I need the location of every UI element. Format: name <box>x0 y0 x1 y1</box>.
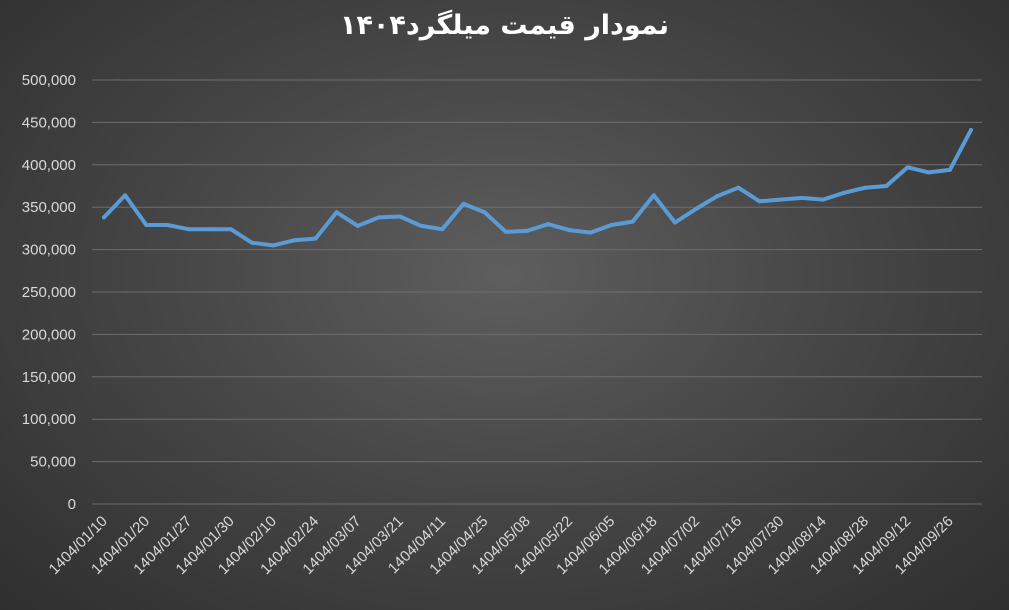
data-point <box>482 210 487 215</box>
data-point <box>228 227 233 232</box>
data-point <box>524 228 529 233</box>
data-point <box>757 199 762 204</box>
series-line <box>102 128 973 248</box>
data-point <box>863 185 868 190</box>
y-tick-label: 450,000 <box>22 114 76 131</box>
x-axis-ticks: 1404/01/101404/01/201404/01/271404/01/30… <box>46 513 957 578</box>
data-point <box>271 243 276 248</box>
y-tick-label: 350,000 <box>22 199 76 216</box>
data-point <box>567 228 572 233</box>
y-tick-label: 150,000 <box>22 369 76 386</box>
data-point <box>144 223 149 228</box>
data-point <box>123 193 128 198</box>
y-tick-label: 400,000 <box>22 157 76 174</box>
data-point <box>419 223 424 228</box>
series-layer <box>102 128 973 248</box>
y-tick-label: 100,000 <box>22 411 76 428</box>
data-point <box>355 223 360 228</box>
data-point <box>842 190 847 195</box>
data-point <box>102 215 106 220</box>
y-tick-label: 300,000 <box>22 242 76 259</box>
y-tick-label: 50,000 <box>30 454 76 471</box>
y-tick-label: 0 <box>68 496 76 513</box>
y-tick-label: 250,000 <box>22 284 76 301</box>
data-point <box>588 230 593 235</box>
data-point <box>207 227 212 232</box>
y-axis-ticks: 0 50,000 100,000 150,000 200,000 250,000 300,0… <box>22 72 76 513</box>
data-point <box>820 197 825 202</box>
data-point <box>546 222 551 227</box>
data-point <box>398 214 403 219</box>
data-point <box>250 240 255 245</box>
data-point <box>186 227 191 232</box>
data-point <box>799 195 804 200</box>
data-point <box>947 167 952 172</box>
chart-title: نمودار قیمت میلگرد۱۴۰۴ <box>339 10 670 41</box>
data-point <box>440 227 445 232</box>
y-tick-label: 500,000 <box>22 72 76 89</box>
data-point <box>715 194 720 199</box>
data-point <box>461 201 466 206</box>
y-tick-label: 200,000 <box>22 326 76 343</box>
data-point <box>905 165 910 170</box>
data-point <box>503 229 508 234</box>
data-point <box>313 236 318 241</box>
gridlines <box>92 79 982 505</box>
data-point <box>969 128 973 133</box>
data-point <box>334 210 339 215</box>
data-point <box>165 223 170 228</box>
data-point <box>736 185 741 190</box>
data-point <box>672 220 677 225</box>
data-point <box>376 215 381 220</box>
data-point <box>292 238 297 243</box>
data-point <box>778 197 783 202</box>
data-point <box>926 170 931 175</box>
data-point <box>884 184 889 188</box>
data-point <box>609 223 614 228</box>
data-point <box>630 219 635 224</box>
data-point <box>694 206 699 211</box>
data-point <box>651 193 656 198</box>
